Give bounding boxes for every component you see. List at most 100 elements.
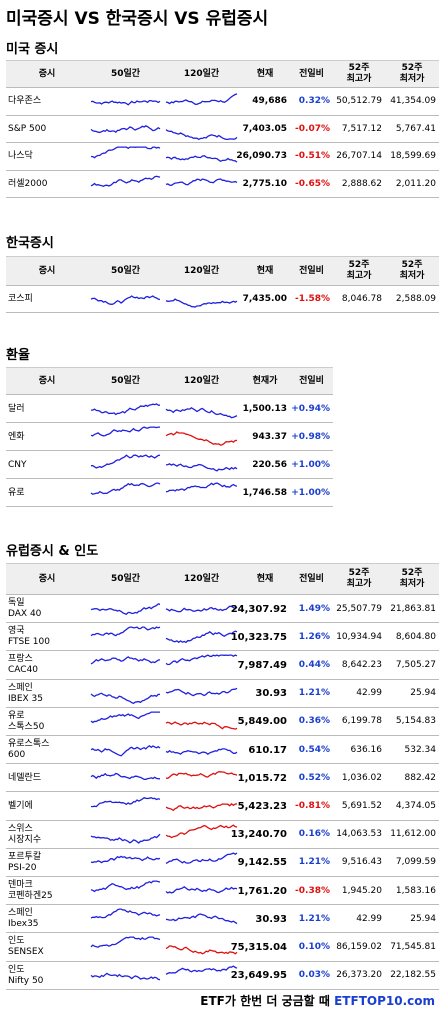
header-cell: 증시 <box>38 375 56 386</box>
row-name: 엔화 <box>8 431 25 442</box>
row-value: 8,046.78 <box>341 294 382 304</box>
row-value: 7,099.59 <box>395 857 436 868</box>
row-value: 4,374.05 <box>395 800 436 811</box>
row-value: 8,642.23 <box>341 659 382 670</box>
row-value: 7,403.05 <box>242 123 287 134</box>
row-value: 6,199.78 <box>341 716 382 727</box>
table-row <box>6 623 439 652</box>
row-name: 스위스 시장지수 <box>8 823 42 845</box>
header-cell: 증시 <box>38 68 56 79</box>
row-value: -0.38% <box>295 885 330 896</box>
table-row <box>6 143 439 171</box>
sparkline <box>90 711 160 723</box>
sparkline <box>165 852 238 864</box>
sparkline <box>165 298 238 308</box>
row-name: CNY <box>8 459 27 470</box>
row-value: 1,945.20 <box>341 885 382 896</box>
row-value: 636.16 <box>350 744 383 755</box>
sparkline <box>165 721 238 730</box>
table-row <box>6 821 439 849</box>
row-name: 네델란드 <box>8 772 42 783</box>
row-value: 24,307.92 <box>230 603 287 615</box>
header-cell: 52주 최저가 <box>399 260 425 281</box>
row-name: 코스피 <box>8 294 33 304</box>
header-cell: 50일간 <box>110 573 141 584</box>
row-value: 10,934.94 <box>336 631 382 642</box>
row-value: 71,545.81 <box>390 941 436 952</box>
row-value: 9,516.43 <box>341 857 382 868</box>
row-value: -0.51% <box>295 151 330 162</box>
row-name: 인도 SENSEX <box>8 936 44 958</box>
row-value: +0.94% <box>291 403 330 414</box>
row-value: 5,423.23 <box>237 800 287 812</box>
row-value: 0.10% <box>298 941 330 952</box>
row-value: 22,182.55 <box>390 970 436 981</box>
row-value: 220.56 <box>252 459 287 470</box>
table-row <box>6 708 439 736</box>
row-value: 30.93 <box>255 913 287 925</box>
sparkline <box>165 687 238 696</box>
header-cell: 120일간 <box>183 375 220 386</box>
table-row <box>6 171 439 198</box>
row-value: -0.65% <box>295 178 330 189</box>
table-row <box>6 595 439 624</box>
row-name: 프랑스 CAC40 <box>8 654 39 676</box>
header-cell: 현재가 <box>252 375 278 386</box>
row-value: +0.98% <box>291 431 330 442</box>
row-value: 0.16% <box>298 829 330 840</box>
sparkline <box>165 128 238 140</box>
row-value: 10,323.75 <box>230 631 287 643</box>
row-name: 인도 Nifty 50 <box>8 964 44 986</box>
sparkline <box>90 626 161 637</box>
row-value: -0.07% <box>295 123 330 134</box>
sparkline <box>90 744 161 757</box>
row-name: 나스닥 <box>8 151 33 162</box>
row-name: 유로 스톡스50 <box>8 710 45 732</box>
sparkline <box>165 482 238 493</box>
row-value: 2,011.20 <box>395 178 436 189</box>
row-name: 스페인 Ibex35 <box>8 908 39 930</box>
row-value: 5,767.41 <box>395 123 436 134</box>
sparkline <box>90 124 161 133</box>
row-value: 9,142.55 <box>237 857 287 869</box>
header-cell: 전일비 <box>299 265 324 276</box>
header-cell: 전일비 <box>299 68 324 79</box>
row-value: 532.34 <box>404 744 437 755</box>
sparkline <box>90 855 161 864</box>
row-name: 유로스톡스 600 <box>8 739 50 761</box>
sparkline <box>90 908 161 919</box>
header-cell: 52주 최저가 <box>399 568 425 589</box>
sparkline <box>90 656 161 665</box>
header-cell: 증시 <box>38 265 56 276</box>
header-cell: 52주 최고가 <box>346 63 372 84</box>
row-value: -1.58% <box>295 294 330 304</box>
row-value: 50,512.79 <box>336 96 382 107</box>
row-value: 2,775.10 <box>242 178 287 189</box>
sparkline <box>90 797 161 808</box>
sparkline <box>165 463 238 472</box>
row-value: 49,686 <box>252 96 287 107</box>
footer-link[interactable]: ETFTOP10.com <box>334 994 435 1008</box>
sparkline <box>90 99 161 106</box>
row-value: -0.81% <box>295 800 330 811</box>
header-cell: 52주 최저가 <box>399 63 425 84</box>
row-value: 8,604.80 <box>395 631 436 642</box>
row-value: 1.21% <box>298 857 330 868</box>
row-value: 7,505.27 <box>395 659 436 670</box>
row-value: 5,849.00 <box>237 716 287 728</box>
row-value: 0.52% <box>298 772 330 783</box>
row-value: 5,691.52 <box>341 800 382 811</box>
row-value: 1,583.16 <box>395 885 436 896</box>
header-cell: 현재 <box>256 573 274 584</box>
row-name: 달러 <box>8 403 25 414</box>
row-value: 41,354.09 <box>390 96 436 107</box>
sparkline <box>91 403 161 416</box>
section-title: 환율 <box>6 348 30 363</box>
table-row <box>6 905 439 934</box>
header-cell: 52주 최고가 <box>346 568 372 589</box>
section-title: 미국 증시 <box>6 42 59 57</box>
sparkline <box>165 771 238 780</box>
row-value: 26,707.14 <box>336 151 382 162</box>
table-row <box>6 651 439 680</box>
